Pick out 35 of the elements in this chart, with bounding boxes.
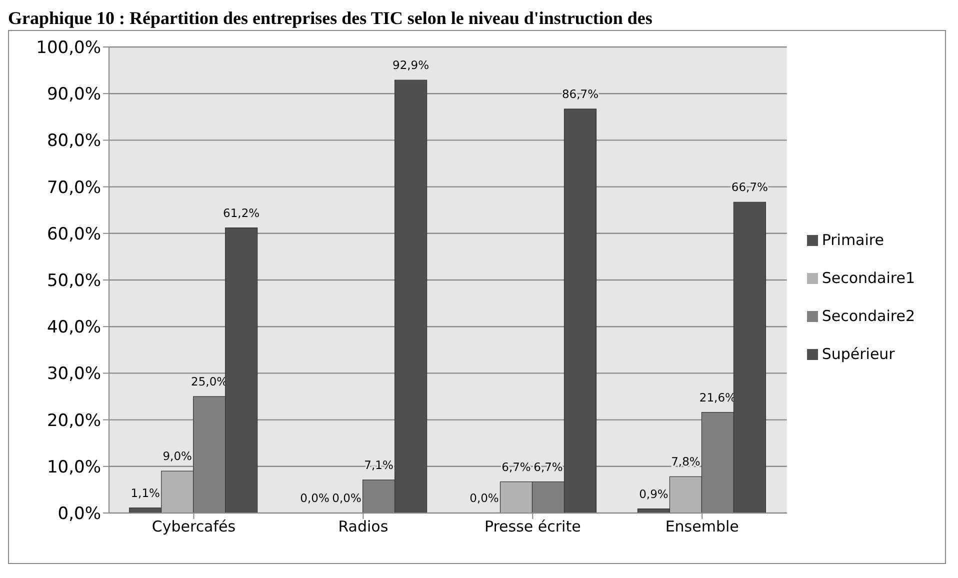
legend-label: Primaire: [822, 231, 884, 249]
y-tick-label: 70,0%: [46, 178, 101, 198]
data-label: 92,9%: [392, 58, 430, 72]
data-label: 6,7%: [502, 460, 531, 474]
y-tick-label: 20,0%: [46, 410, 101, 431]
data-label: 66,7%: [731, 180, 768, 194]
x-tick-label: Ensemble: [665, 518, 739, 536]
data-label: 61,2%: [223, 206, 260, 220]
data-label: 0,9%: [639, 486, 668, 501]
legend-label: Supérieur: [822, 345, 895, 363]
x-tick-label: Radios: [338, 518, 388, 536]
y-tick-label: 10,0%: [46, 457, 101, 478]
legend-label: Secondaire1: [822, 269, 915, 287]
data-label: 9,0%: [162, 449, 192, 464]
data-label: 0,0%: [300, 491, 330, 505]
y-tick-label: 0,0%: [58, 504, 101, 524]
data-label: 1,1%: [130, 486, 160, 500]
y-tick-label: 40,0%: [46, 318, 101, 338]
y-tick-label: 90,0%: [46, 84, 101, 105]
x-tick-label: Presse écrite: [484, 518, 581, 536]
data-label: 86,7%: [562, 86, 599, 101]
chart-title: Graphique 10 : Répartition des entreprises des TIC selon le niveau d'instruction des: [8, 8, 654, 30]
y-tick-label: 50,0%: [46, 271, 101, 292]
y-tick-label: 100,0%: [36, 38, 101, 58]
y-tick-label: 60,0%: [46, 224, 101, 244]
data-label: 0,0%: [470, 491, 499, 505]
data-label: 6,7%: [534, 460, 563, 474]
y-tick-label: 30,0%: [46, 364, 101, 384]
data-label: 0,0%: [332, 491, 362, 505]
x-tick-label: Cybercafés: [152, 518, 236, 536]
data-label: 7,8%: [671, 454, 700, 469]
data-label: 7,1%: [364, 458, 394, 472]
y-tick-label: 80,0%: [46, 131, 101, 152]
data-label: 21,6%: [699, 390, 736, 404]
legend-label: Secondaire2: [822, 307, 915, 325]
